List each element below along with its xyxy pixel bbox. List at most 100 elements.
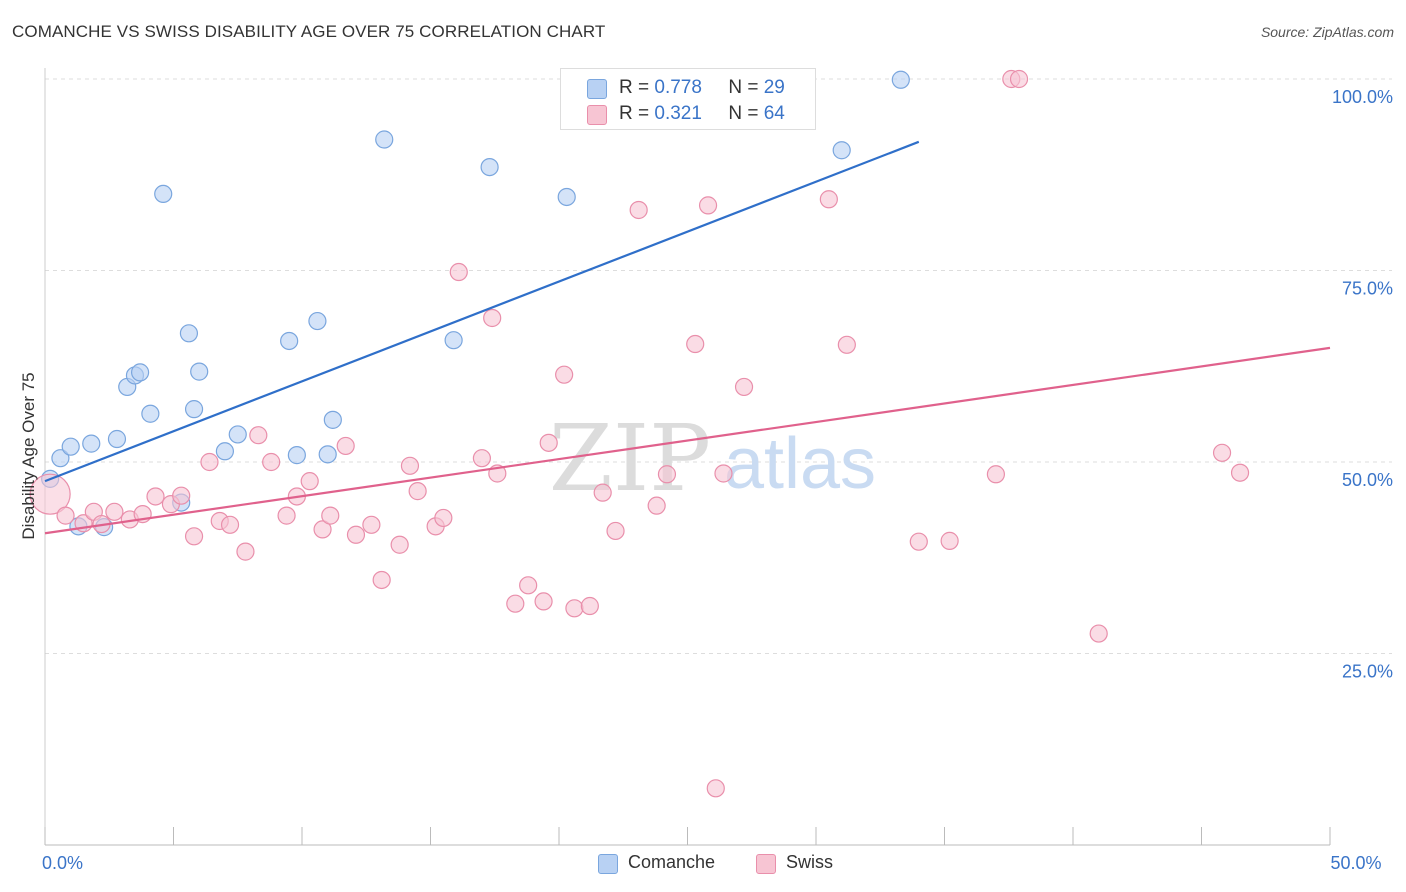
swiss-point <box>714 464 733 483</box>
axis-layer <box>44 68 1331 846</box>
swiss-point <box>449 262 468 282</box>
legend-swiss-label: Swiss <box>786 852 834 872</box>
swiss-point <box>483 308 502 328</box>
source-label: Source: ZipAtlas.com <box>1260 24 1394 40</box>
swiss-point <box>580 596 599 616</box>
swiss-point <box>400 456 420 475</box>
swiss-point <box>336 436 355 456</box>
comanche-point <box>323 410 342 429</box>
comanche-point <box>480 157 499 177</box>
comanche-point <box>51 449 70 468</box>
swiss-point <box>837 335 856 354</box>
comanche-r-label: R = <box>619 77 650 98</box>
swiss-point <box>555 365 574 384</box>
swiss-r-value: 0.321 <box>654 103 702 124</box>
swiss-point <box>698 196 718 215</box>
swiss-point <box>706 779 725 798</box>
comanche-point <box>215 442 234 461</box>
comanche-point <box>891 70 910 89</box>
swiss-point <box>593 483 612 502</box>
comanche-point <box>280 331 299 351</box>
comanche-swatch <box>587 79 607 99</box>
comanche-point <box>832 141 851 160</box>
y-tick-label: 25.0% <box>1342 662 1393 682</box>
swiss-point <box>1230 463 1250 482</box>
comanche-trend-line <box>44 140 920 483</box>
swiss-point <box>909 532 928 551</box>
x-tick-label: 50.0% <box>1330 853 1381 873</box>
swiss-point <box>346 525 366 544</box>
swiss-point <box>1009 69 1029 89</box>
swiss-point <box>390 535 409 554</box>
legend-swiss-swatch <box>756 854 776 874</box>
grid-layer <box>45 78 1392 654</box>
swiss-point <box>249 426 268 445</box>
swiss-n-label: N = <box>728 103 759 124</box>
watermark-zip: ZIP <box>549 405 711 512</box>
swiss-point <box>519 576 538 595</box>
swiss-point <box>534 592 553 611</box>
swiss-point <box>146 487 165 506</box>
comanche-point <box>154 184 173 203</box>
label-layer: 100.0% 75.0% 50.0% 25.0% 0.0% 50.0% Disability… <box>19 87 1393 873</box>
watermark: ZIP atlas <box>549 405 876 512</box>
swiss-point <box>220 515 240 534</box>
swiss-point <box>200 452 219 472</box>
swiss-point <box>172 486 191 505</box>
swiss-point <box>236 542 255 561</box>
comanche-n-label: N = <box>728 77 759 98</box>
comanche-n-value: 29 <box>763 77 785 98</box>
y-tick-label: 75.0% <box>1342 279 1393 299</box>
x-tick-label: 0.0% <box>42 853 83 873</box>
trend-layer <box>44 140 1331 535</box>
swiss-point <box>539 433 558 452</box>
swiss-point <box>606 521 625 541</box>
swiss-point <box>372 570 391 590</box>
chart-title: COMANCHE VS SWISS DISABILITY AGE OVER 75… <box>12 22 606 41</box>
comanche-point <box>61 437 80 456</box>
points-layer <box>29 69 1250 798</box>
swiss-point <box>940 531 959 550</box>
comanche-point <box>190 362 209 381</box>
swiss-point <box>184 527 204 546</box>
swiss-point <box>321 506 340 525</box>
swiss-point <box>56 506 75 525</box>
comanche-point <box>557 187 576 207</box>
swiss-point <box>262 452 281 472</box>
y-tick-label: 50.0% <box>1342 470 1393 490</box>
y-axis-title: Disability Age Over 75 <box>19 372 38 539</box>
swiss-point <box>734 377 754 397</box>
swiss-n-value: 64 <box>763 103 785 124</box>
swiss-trend-line <box>44 346 1331 535</box>
watermark-atlas: atlas <box>724 424 876 504</box>
swiss-point <box>29 473 71 515</box>
swiss-point <box>408 482 427 501</box>
swiss-point <box>362 515 381 534</box>
comanche-point <box>444 331 463 350</box>
swiss-point <box>686 334 705 354</box>
comanche-point <box>107 429 127 449</box>
swiss-point <box>105 502 124 521</box>
comanche-point <box>141 404 160 423</box>
comanche-r-value: 0.778 <box>654 77 702 98</box>
comanche-point <box>318 445 337 464</box>
comanche-point <box>184 400 204 419</box>
comanche-point <box>228 425 247 444</box>
legend-comanche-swatch <box>598 854 618 874</box>
swiss-point <box>300 472 319 491</box>
comanche-point <box>375 130 394 149</box>
swiss-point <box>434 508 453 528</box>
comanche-point <box>287 446 306 465</box>
comanche-point <box>179 324 199 343</box>
swiss-point <box>629 200 648 220</box>
swiss-point <box>657 465 677 484</box>
y-tick-label: 100.0% <box>1332 87 1393 107</box>
stats-legend: R = 0.778 N = 29 R = 0.321 N = 64 <box>560 68 816 130</box>
legend-comanche-label: Comanche <box>628 852 716 872</box>
swiss-point <box>647 496 666 515</box>
comanche-point <box>130 363 150 382</box>
swiss-point <box>313 520 332 539</box>
swiss-point <box>1212 443 1232 462</box>
swiss-point <box>565 599 584 618</box>
